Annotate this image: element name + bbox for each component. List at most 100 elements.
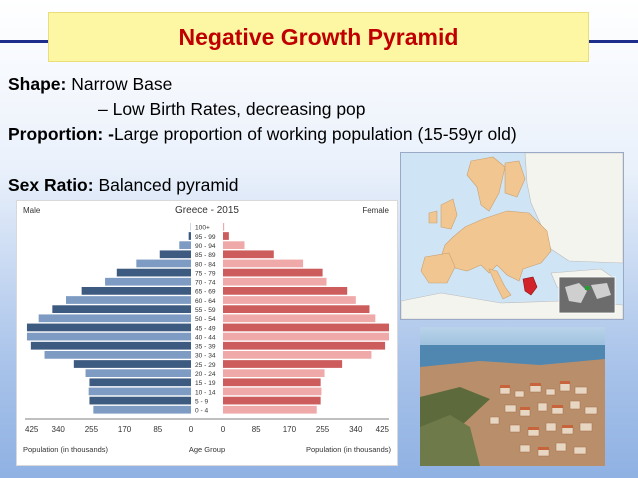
age-group-label: 100+ [195,225,210,232]
male-bar-14 [44,351,191,359]
x-tick-right-1: 85 [252,425,261,434]
age-group-label: 70 - 74 [195,280,216,287]
proportion-line: Proportion: -Large proportion of working… [8,124,517,145]
female-bar-11 [223,323,389,332]
pyramid-svg: Male Greece - 2015 Female 100+ 95 - 99 90 … [23,205,392,454]
x-tick-right-5: 425 [376,425,390,434]
italy-shape [488,268,512,300]
age-group-label: 80 - 84 [195,261,216,268]
shape-value: Narrow Base [71,74,173,94]
male-bar-2 [179,241,191,250]
shape-line: Shape: Narrow Base [8,74,172,95]
male-bar-16 [85,369,191,378]
x-tick-left-2: 255 [85,425,99,434]
x-tick-left-4: 85 [153,425,162,434]
age-group-label: 60 - 64 [195,298,216,305]
female-bar-13 [223,341,386,350]
female-bar-4 [223,259,304,268]
x-tick-right-3: 255 [316,425,330,434]
male-bar-4 [136,259,191,268]
x-tick-left-0: 425 [25,425,39,434]
male-bar-15 [73,360,191,368]
female-bar-3 [223,250,274,259]
xlabel-right: Population (in thousands) [306,445,392,454]
greece-highlight [522,276,538,296]
iberia-shape [420,252,456,284]
male-bar-9 [52,305,192,314]
male-bar-5 [116,268,191,277]
male-bar-6 [105,277,191,286]
finland-shape [504,160,526,198]
x-ticks: 425 340 255 170 85 0 0 85 170 255 340 425 [25,425,390,434]
female-bar-17 [223,378,321,387]
x-tick-left-3: 170 [118,425,132,434]
scandinavia-shape [466,156,506,212]
pyramid-bars: 100+ 95 - 99 90 - 94 85 - 89 80 - 84 75 - 79 7… [26,223,389,415]
xlabel-left: Population (in thousands) [23,445,109,454]
female-bar-6 [223,277,327,286]
proportion-value: Large proportion of working population (… [113,124,517,144]
age-group-label: 45 - 49 [195,325,216,332]
female-bar-19 [223,396,321,405]
population-pyramid-chart: Male Greece - 2015 Female 100+ 95 - 99 90 … [16,200,398,466]
age-group-label: 85 - 89 [195,252,216,259]
sex-ratio-line: Sex Ratio: Balanced pyramid [8,175,239,196]
female-bar-10 [223,314,376,323]
female-bar-16 [223,369,325,378]
x-tick-left-1: 340 [52,425,66,434]
age-group-label: 40 - 44 [195,334,216,341]
title-banner: Negative Growth Pyramid [48,12,589,62]
male-bar-20 [93,405,191,414]
age-group-label: 55 - 59 [195,307,216,314]
sex-ratio-label: Sex Ratio: [8,175,94,195]
female-bar-12 [223,332,389,341]
shape-detail: – Low Birth Rates, decreasing pop [98,99,366,119]
russia-shape [524,153,623,264]
age-group-label: 30 - 34 [195,353,216,360]
male-bar-3 [159,250,191,259]
female-bar-0 [223,223,225,231]
male-bar-18 [88,387,191,396]
proportion-label: Proportion: - [8,124,114,144]
shape-label: Shape: [8,74,67,94]
title-rule-right [589,40,638,43]
female-bar-15 [223,360,343,368]
female-bar-20 [223,405,317,414]
male-bar-1 [188,232,191,240]
age-group-label: 95 - 99 [195,234,216,241]
europe-map-image [400,152,624,320]
female-bar-9 [223,305,370,314]
age-group-label: 25 - 29 [195,362,216,369]
female-bar-8 [223,296,356,304]
male-bar-12 [26,332,191,341]
slide-title: Negative Growth Pyramid [178,23,459,50]
xlabel-center: Age Group [189,445,225,454]
chart-title: Greece - 2015 [175,205,239,216]
title-rule-left [0,40,48,43]
age-group-label: 15 - 19 [195,380,216,387]
male-bar-7 [81,287,191,295]
age-group-label: 0 - 4 [195,408,209,415]
x-tick-right-0: 0 [221,425,226,434]
male-bar-19 [89,396,191,405]
female-bar-7 [223,287,348,295]
female-label: Female [362,206,389,215]
nafplio-aerial-photo [420,327,605,466]
age-group-label: 35 - 39 [195,344,216,351]
male-label: Male [23,206,41,215]
male-bar-13 [30,341,191,350]
male-bar-11 [26,323,191,332]
female-bar-18 [223,387,322,396]
age-group-label: 65 - 69 [195,289,216,296]
female-bar-1 [223,232,229,240]
british-isles-shape [428,198,458,230]
male-bar-10 [38,314,191,323]
age-group-label: 90 - 94 [195,243,216,250]
x-tick-left-5: 0 [189,425,194,434]
female-bar-2 [223,241,245,250]
x-tick-right-4: 340 [349,425,363,434]
age-group-label: 20 - 24 [195,371,216,378]
age-group-label: 5 - 9 [195,398,209,405]
sex-ratio-value: Balanced pyramid [98,175,239,195]
female-bar-14 [223,351,372,359]
